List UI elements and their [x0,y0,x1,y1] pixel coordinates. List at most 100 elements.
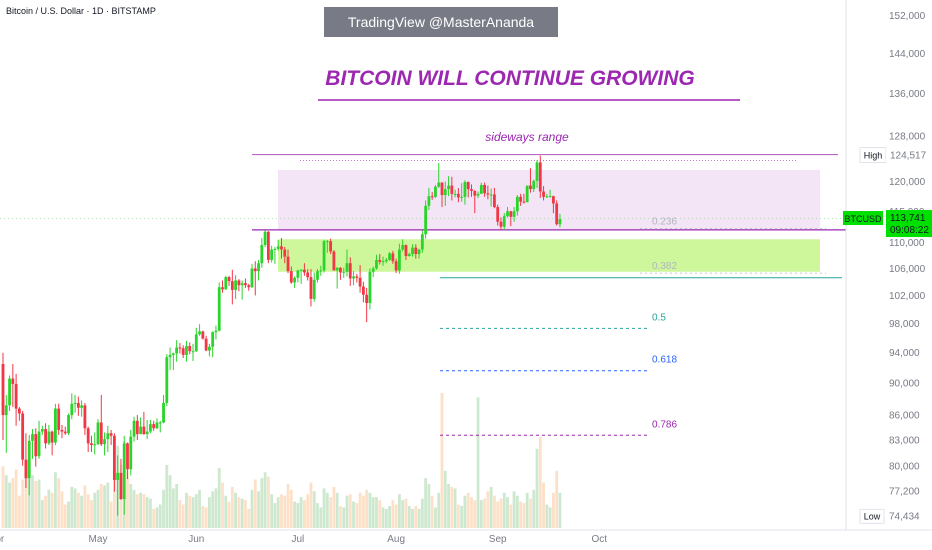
y-tick-label: 74,434 [889,511,920,522]
candle-body [548,196,552,198]
candle-body [322,241,326,271]
candle-body [152,424,156,429]
candle-body [401,245,405,250]
candle-body [371,268,375,272]
volume-bar [303,500,306,528]
volume-bar [515,495,519,528]
volume-bar [407,505,411,528]
candle-body [60,429,64,432]
candle-body [204,338,208,351]
symbol-header[interactable]: Bitcoin / U.S. Dollar · 1D · BITSTAMP [6,6,156,16]
candle-body [466,182,470,190]
volume-bar [207,497,211,528]
y-tick-label: 94,000 [889,348,920,359]
x-tick-label: Jul [291,534,304,545]
candle-body [99,422,103,445]
candle-body [158,422,162,424]
candle-body [132,420,136,437]
candle-body [404,245,408,256]
volume-bar [443,470,447,528]
volume-bar [361,495,365,528]
candle-body [90,443,93,446]
candle-body [34,434,38,457]
candle-body [54,408,57,443]
volume-bar [401,500,405,528]
volume-bar [427,483,431,528]
volume-bar [555,470,559,528]
candle-body [479,184,483,194]
volume-bar [420,498,424,528]
candle-body [4,405,8,416]
candle-body [178,347,182,349]
volume-bar [558,492,562,528]
candle-body [234,280,238,290]
candle-body [522,201,526,203]
drawings-layer: 0.236 0.382 0.5 0.618 0.786 [0,153,846,436]
candle-body [247,285,251,288]
volume-bar [181,504,185,528]
candle-body [93,444,97,446]
candle-body [280,246,283,250]
candle-body [299,269,303,271]
volume-bar [398,494,401,528]
candle-body [430,196,434,198]
volume-bar [551,492,555,528]
volume-bar [57,478,61,528]
volume-bar [8,482,11,528]
volume-bar [188,495,192,528]
candle-body [381,261,385,263]
volume-bar [21,479,25,528]
candle-body [352,276,355,279]
candle-body [1,363,5,416]
candle-body [224,277,228,290]
candle-body [460,196,464,198]
volume-bar [319,507,323,528]
volume-bar [529,498,532,528]
volume-bar [204,507,208,528]
volume-bar [342,507,346,528]
candle-body [545,196,549,198]
candle-body [11,378,15,384]
fib-label-0.382: 0.382 [652,261,677,272]
volume-bar [335,492,339,528]
volume-bar [329,497,333,528]
volume-bar [191,497,195,528]
volume-bar [293,501,296,528]
volume-bar [142,494,146,528]
volume-bar [224,495,228,528]
volume-bar [276,497,280,528]
volume-bar [175,483,179,528]
candle-body [31,434,34,441]
candle-body [103,439,106,445]
y-tick-label: 106,000 [889,264,926,275]
volume-bar [109,501,113,528]
volume-bar [280,494,283,528]
volume-bar [299,497,303,528]
x-tick-label: Aug [387,534,405,545]
candle-body [306,272,310,278]
volume-bar [83,485,87,528]
candle-body [443,189,447,196]
candle-body [296,270,300,278]
volume-bar [201,505,205,528]
fib-label-0.618: 0.618 [652,355,677,366]
candle-body [76,402,80,408]
volume-bar [371,497,375,528]
volume-bar [489,486,493,528]
candle-body [201,331,205,339]
volume-bar [96,489,100,528]
volume-bar [126,470,129,528]
candle-body [126,443,129,470]
volume-bar [257,491,260,528]
candle-body [519,196,523,202]
volume-bar [217,467,221,528]
volume-bar [414,505,418,528]
candle-body [512,211,516,217]
candle-body [253,268,257,272]
candle-body [80,405,84,408]
volume-bar [171,488,175,528]
volume-bar [365,489,369,528]
candle-body [329,241,333,252]
volume-bar [339,505,342,528]
